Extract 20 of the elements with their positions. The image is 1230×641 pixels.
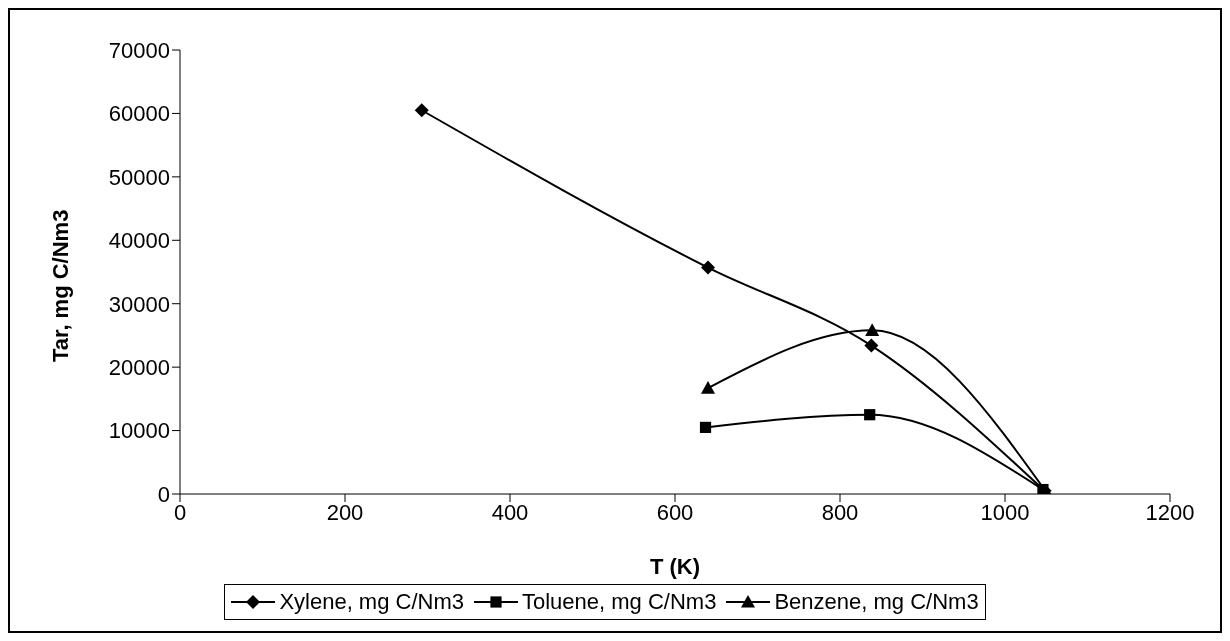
y-tick-label: 40000 [108,228,170,254]
x-tick-label: 200 [326,499,364,525]
y-axis-title: Tar, mg C/Nm3 [47,209,73,362]
legend-label: Xylene, mg C/Nm3 [279,589,464,615]
x-tick-label: 600 [656,499,694,525]
x-axis-title: T (K) [649,554,701,579]
x-tick-label: 1200 [1145,499,1195,525]
y-tick-label: 20000 [108,354,170,380]
y-tick-label: 50000 [108,164,170,190]
x-tick-label: 400 [491,499,529,525]
legend-label: Benzene, mg C/Nm3 [774,589,979,615]
y-tick-label: 10000 [108,418,170,444]
x-tick-label: 0 [173,499,187,525]
y-tick-label: 60000 [108,101,170,127]
x-tick-label: 800 [821,499,859,525]
y-tick-label: 70000 [108,37,170,63]
legend-label: Toluene, mg C/Nm3 [522,589,717,615]
y-tick-label: 0 [157,481,170,507]
x-tick-label: 1000 [980,499,1030,525]
y-tick-label: 30000 [108,291,170,317]
